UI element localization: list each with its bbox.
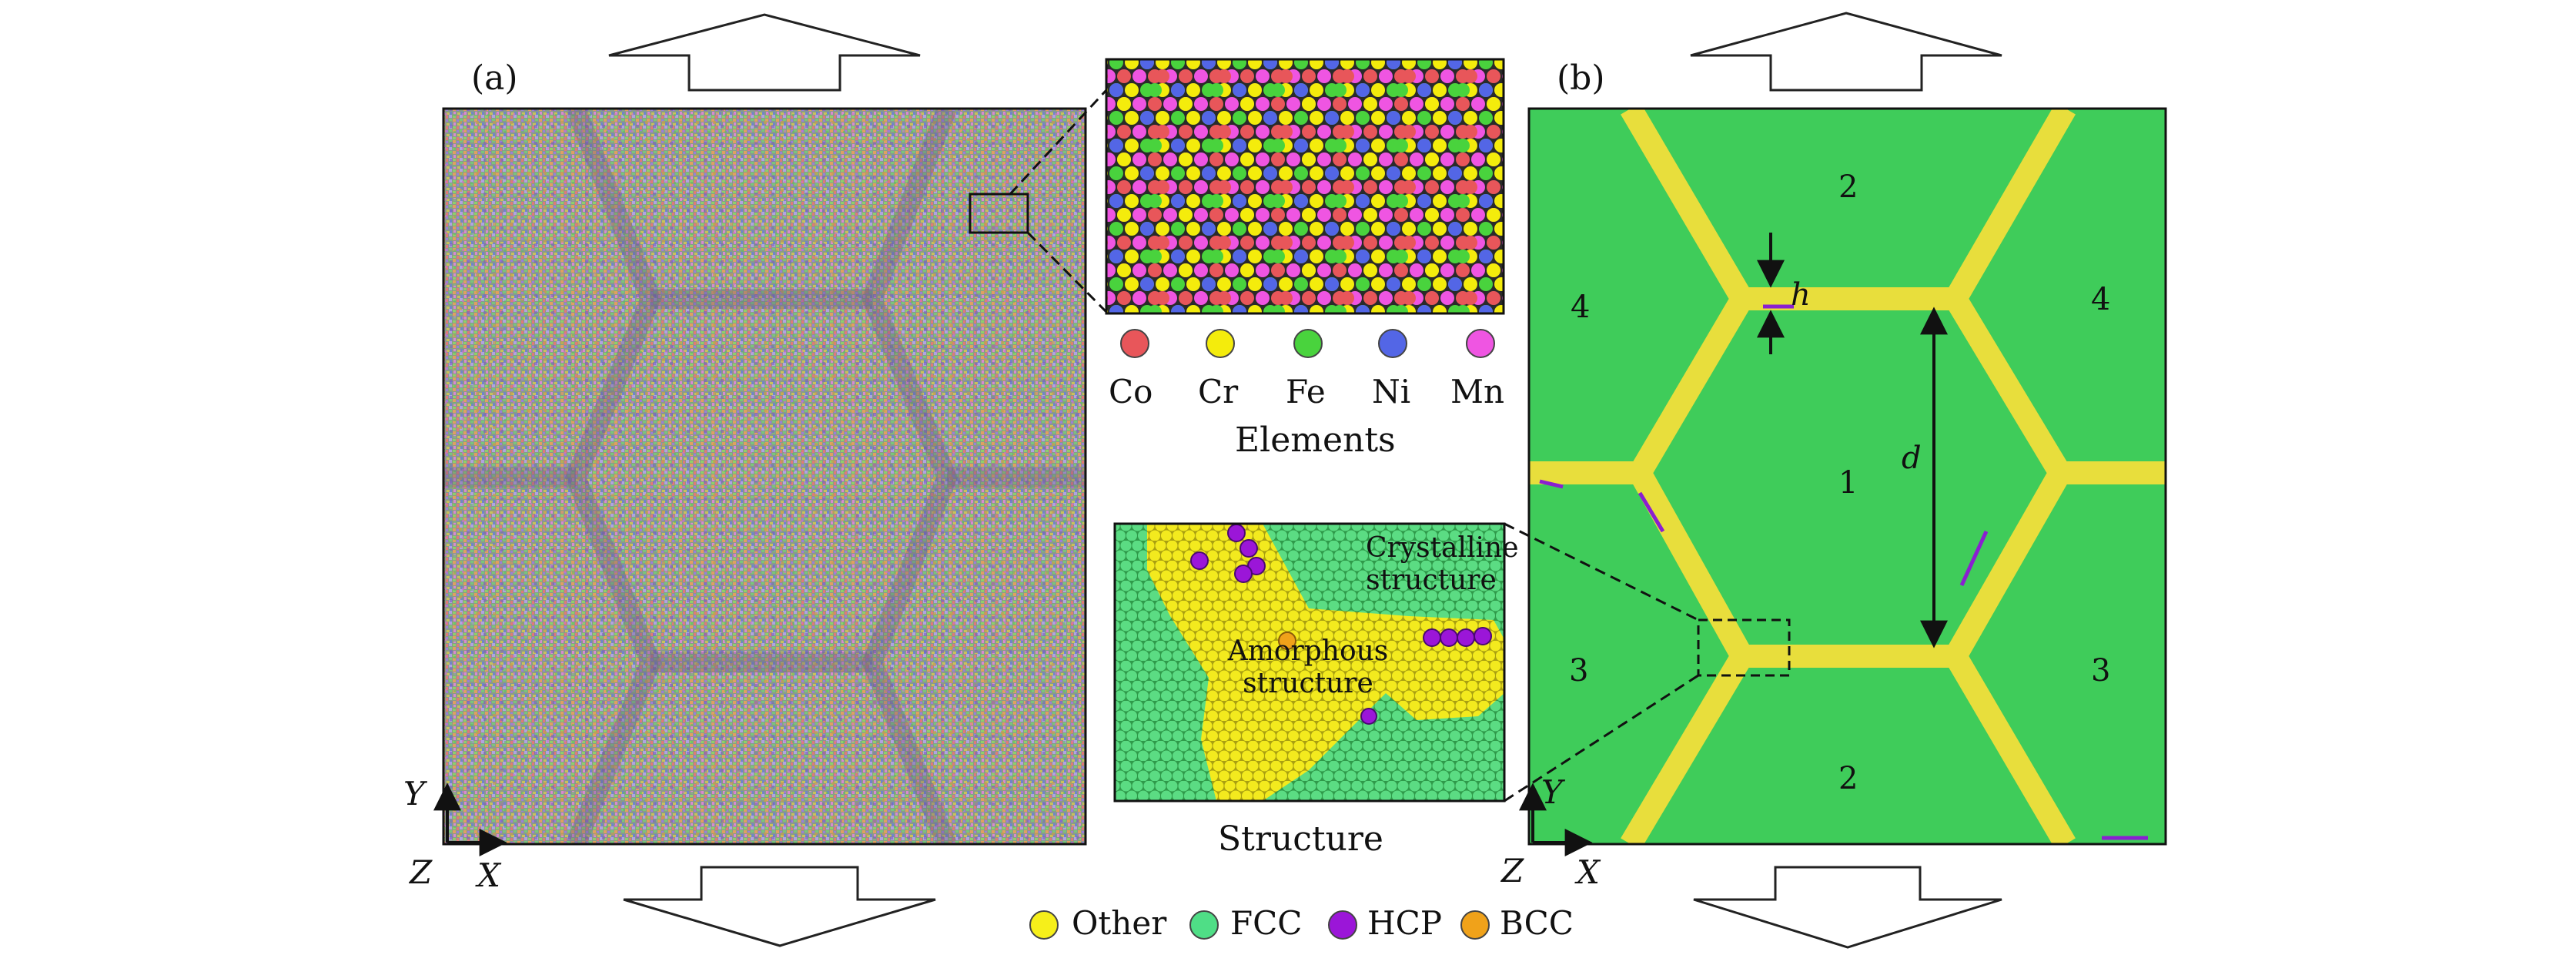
elements-caption: Elements [1235,421,1396,460]
axes-b [1519,782,1593,856]
axis-x-a: X [477,856,500,894]
panel-b-label: (b) [1557,59,1605,98]
axis-z-b: Z [1501,852,1524,890]
legend-dot-fcc [1189,910,1219,940]
legend-dot-mn [1466,329,1495,358]
d-label: d [1902,441,1922,476]
legend-label-bcc: BCC [1500,904,1574,942]
structure-caption: Structure [1218,819,1383,859]
axis-y-a: Y [403,775,425,813]
elements-legend-dots [1120,329,1495,358]
tension-arrow-top-right [1690,12,2002,92]
tension-arrow-top-left [608,13,921,92]
zoom-box-a [969,193,1029,234]
structure-inset-image [1115,524,1504,801]
legend-label-co: Co [1109,373,1153,410]
legend-label-fcc: FCC [1230,904,1303,942]
zoom-line-upper [1009,89,1108,196]
legend-dot-cr [1206,329,1235,358]
axis-x-b: X [1577,853,1600,891]
legend-dot-fe [1293,329,1323,358]
axes-a [433,782,507,856]
panel-a-frame [442,107,1087,846]
tension-arrow-bottom-right [1693,866,2002,949]
axis-y-b: Y [1541,773,1563,811]
panel-a-label: (a) [471,59,518,98]
legend-label-ni: Ni [1372,373,1411,410]
amorphous-label-line2: structure [1243,668,1373,699]
elements-inset-image [1106,59,1504,313]
legend-label-fe: Fe [1286,373,1326,410]
zoom-box-b [1697,618,1791,677]
h-label: h [1791,277,1811,313]
zoom-line-b-upper [1504,522,1699,622]
legend-label-other: Other [1072,904,1167,942]
grain-label-2-top: 2 [1838,169,1858,205]
legend-label-hcp: HCP [1367,904,1443,942]
panel-b-image [1529,109,2166,844]
structure-legend-dots [1029,910,1490,940]
grain-label-3-left: 3 [1569,653,1589,689]
grain-label-1: 1 [1838,465,1858,501]
crystalline-label-line2: structure [1366,565,1497,596]
grain-label-4-right: 4 [2091,282,2111,317]
tension-arrow-bottom-left [623,866,936,947]
grain-label-2-bottom: 2 [1838,761,1858,796]
legend-dot-ni [1378,329,1407,358]
amorphous-label-line1: Amorphous [1227,635,1389,667]
panel-a-image [443,109,1086,844]
axis-z-a: Z [410,853,433,891]
legend-dot-hcp [1328,910,1357,940]
grain-label-4-left: 4 [1571,290,1591,325]
zoom-line-lower [1026,231,1108,313]
elements-inset-frame [1105,58,1505,315]
crystalline-label-line1: Crystalline [1366,532,1519,564]
legend-label-cr: Cr [1198,373,1239,410]
legend-dot-co [1120,329,1149,358]
panel-b-frame [1527,107,2167,846]
legend-label-mn: Mn [1450,373,1505,410]
zoom-line-b-lower [1504,674,1699,803]
structure-inset-frame [1113,522,1506,803]
legend-dot-bcc [1460,910,1490,940]
legend-dot-other [1029,910,1059,940]
grain-label-3-right: 3 [2091,653,2111,689]
